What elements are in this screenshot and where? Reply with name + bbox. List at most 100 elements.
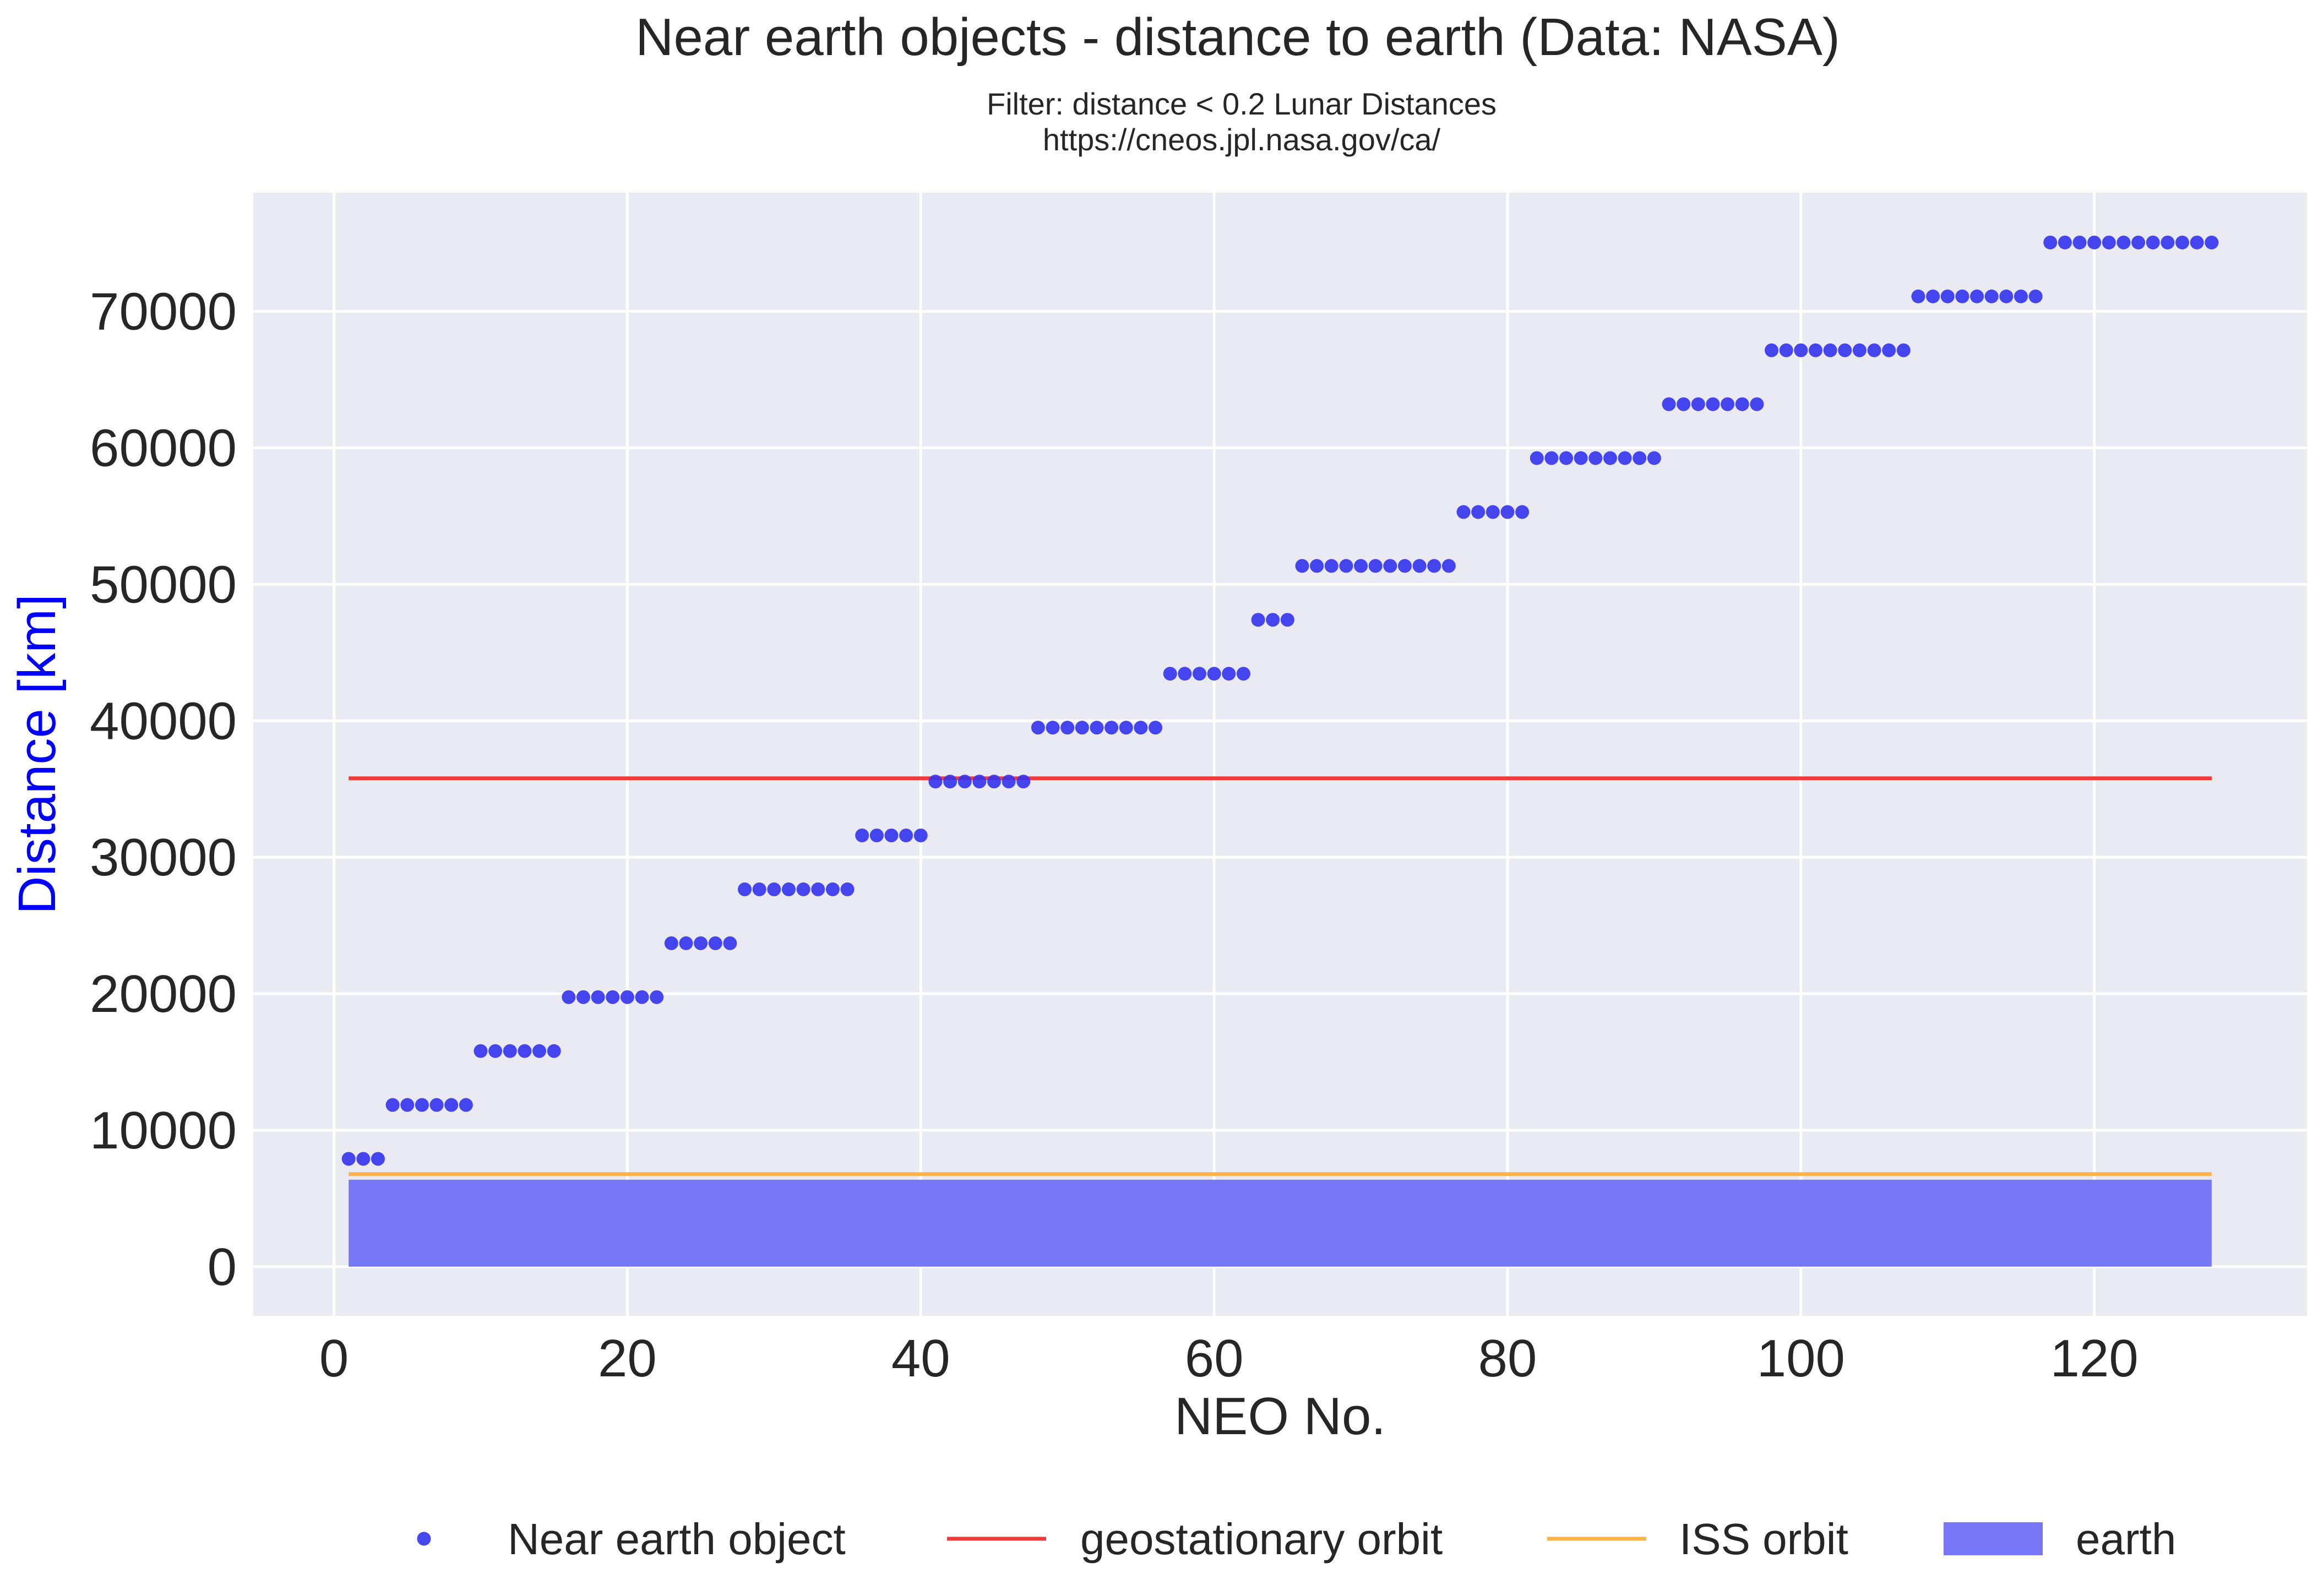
neo-point bbox=[1691, 397, 1705, 411]
neo-point bbox=[1515, 505, 1530, 519]
neo-point bbox=[1633, 451, 1647, 465]
x-tick-label: 60 bbox=[1185, 1329, 1244, 1388]
neo-point bbox=[723, 936, 737, 950]
y-tick-label: 50000 bbox=[90, 555, 237, 614]
neo-point bbox=[503, 1044, 517, 1058]
neo-point bbox=[1236, 667, 1250, 681]
neo-point bbox=[606, 990, 620, 1004]
neo-point bbox=[679, 936, 693, 950]
neo-point bbox=[855, 828, 869, 842]
neo-point bbox=[474, 1044, 488, 1058]
neo-point bbox=[796, 882, 810, 896]
neo-point bbox=[2116, 235, 2131, 249]
neo-point bbox=[1031, 721, 1045, 735]
neo-point bbox=[2072, 235, 2087, 249]
neo-point bbox=[1940, 289, 1955, 303]
x-axis-label: NEO No. bbox=[1174, 1387, 1386, 1446]
neo-point bbox=[1075, 721, 1089, 735]
neo-point bbox=[1295, 559, 1309, 573]
neo-point bbox=[664, 936, 678, 950]
neo-point bbox=[356, 1152, 371, 1166]
grid-lines bbox=[253, 193, 2307, 1316]
neo-point bbox=[752, 882, 766, 896]
neo-point bbox=[1955, 289, 1969, 303]
y-tick-label: 60000 bbox=[90, 419, 237, 478]
neo-point bbox=[1970, 289, 1984, 303]
earth-area-layer bbox=[349, 1179, 2212, 1267]
x-tick-label: 120 bbox=[2050, 1329, 2139, 1388]
neo-point bbox=[2161, 235, 2175, 249]
earth-area bbox=[349, 1179, 2212, 1267]
y-tick-label: 0 bbox=[208, 1238, 237, 1297]
neo-point bbox=[1647, 451, 1661, 465]
neo-point bbox=[913, 828, 928, 842]
neo-point bbox=[767, 882, 781, 896]
neo-point bbox=[1339, 559, 1353, 573]
neo-point bbox=[1104, 721, 1119, 735]
neo-point bbox=[1207, 667, 1221, 681]
neo-point bbox=[2205, 235, 2219, 249]
neo-point bbox=[899, 828, 913, 842]
neo-point bbox=[1354, 559, 1368, 573]
neo-point bbox=[650, 990, 664, 1004]
legend-label: ISS orbit bbox=[1679, 1515, 1848, 1564]
x-tick-label: 100 bbox=[1757, 1329, 1845, 1388]
neo-point bbox=[385, 1098, 400, 1112]
neo-point bbox=[1852, 343, 1867, 357]
neo-point bbox=[635, 990, 649, 1004]
neo-point bbox=[1441, 559, 1456, 573]
chart-title: Near earth objects - distance to earth (… bbox=[635, 8, 1840, 67]
neo-point bbox=[987, 775, 1001, 789]
neo-point bbox=[1310, 559, 1324, 573]
neo-point bbox=[459, 1098, 473, 1112]
neo-point bbox=[1324, 559, 1338, 573]
neo-point bbox=[1867, 343, 1881, 357]
neo-point bbox=[840, 882, 855, 896]
neo-point bbox=[1397, 559, 1412, 573]
neo-point bbox=[1530, 451, 1544, 465]
neo-point bbox=[972, 775, 987, 789]
x-tick-label: 40 bbox=[891, 1329, 950, 1388]
y-tick-label: 10000 bbox=[90, 1101, 237, 1160]
neo-point bbox=[1618, 451, 1632, 465]
neo-point bbox=[2190, 235, 2204, 249]
neo-point bbox=[2058, 235, 2072, 249]
neo-point bbox=[1544, 451, 1559, 465]
neo-point bbox=[1808, 343, 1822, 357]
neo-point bbox=[1588, 451, 1603, 465]
neo-point bbox=[341, 1152, 356, 1166]
legend-marker bbox=[417, 1532, 431, 1546]
reference-lines-layer bbox=[349, 776, 2212, 1176]
neo-point bbox=[1192, 667, 1206, 681]
legend-marker bbox=[1944, 1522, 2043, 1555]
legend-label: Near earth object bbox=[508, 1515, 846, 1564]
neo-point bbox=[1134, 721, 1148, 735]
neo-point bbox=[1251, 613, 1265, 627]
neo-point bbox=[869, 828, 884, 842]
neo-point bbox=[2087, 235, 2102, 249]
neo-point bbox=[1163, 667, 1177, 681]
neo-point bbox=[1559, 451, 1574, 465]
neo-point bbox=[1222, 667, 1236, 681]
neo-point bbox=[1456, 505, 1471, 519]
y-tick-label: 70000 bbox=[90, 282, 237, 341]
neo-point bbox=[444, 1098, 459, 1112]
neo-point bbox=[1677, 397, 1691, 411]
neo-point bbox=[708, 936, 722, 950]
neo-point bbox=[1119, 721, 1133, 735]
neo-point bbox=[1427, 559, 1441, 573]
neo-point bbox=[576, 990, 590, 1004]
neo-point bbox=[1721, 397, 1735, 411]
neo-point bbox=[1603, 451, 1617, 465]
neo-point bbox=[2028, 289, 2043, 303]
neo-point bbox=[1574, 451, 1588, 465]
neo-point bbox=[371, 1152, 385, 1166]
neo-point bbox=[1471, 505, 1486, 519]
neo-point bbox=[694, 936, 708, 950]
neo-point bbox=[1735, 397, 1749, 411]
neo-point bbox=[1046, 721, 1060, 735]
neo-point bbox=[811, 882, 825, 896]
chart-subtitle-line-2: https://cneos.jpl.nasa.gov/ca/ bbox=[1043, 122, 1441, 157]
chart-legend: Near earth object geostationary orbit ISS … bbox=[417, 1515, 2176, 1564]
neo-point bbox=[2102, 235, 2116, 249]
